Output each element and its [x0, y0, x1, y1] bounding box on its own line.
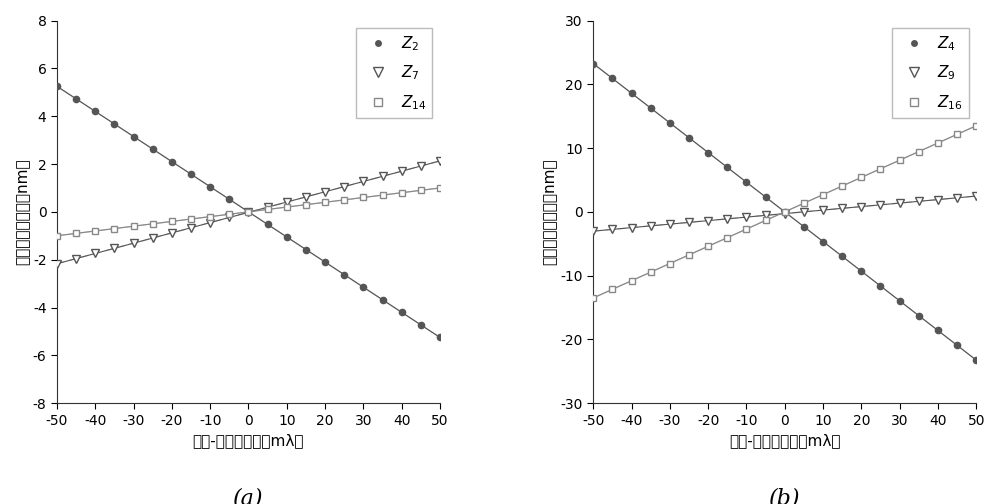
- Y-axis label: 成像位置偏移量（nm）: 成像位置偏移量（nm）: [543, 159, 558, 265]
- Legend: $Z_4$, $Z_9$, $Z_{16}$: $Z_4$, $Z_9$, $Z_{16}$: [892, 28, 969, 118]
- Text: (b): (b): [769, 487, 800, 504]
- X-axis label: 泡利-泽尼克系数（mλ）: 泡利-泽尼克系数（mλ）: [193, 433, 304, 448]
- Y-axis label: 成像位置偏移量（nm）: 成像位置偏移量（nm）: [15, 159, 30, 265]
- X-axis label: 泡利-泽尼克系数（mλ）: 泡利-泽尼克系数（mλ）: [729, 433, 840, 448]
- Text: (a): (a): [233, 487, 264, 504]
- Legend: $Z_2$, $Z_7$, $Z_{14}$: $Z_2$, $Z_7$, $Z_{14}$: [356, 28, 432, 118]
